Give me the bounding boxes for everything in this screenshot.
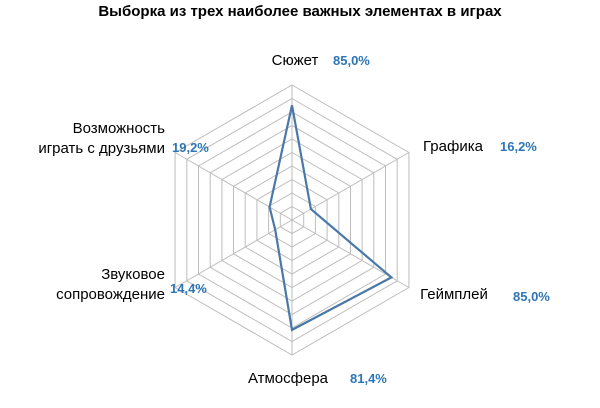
value-label: 85,0%	[513, 289, 550, 304]
category-label: Возможность играть с друзьями	[38, 120, 165, 157]
category-label: Звуковое сопровождение	[56, 266, 165, 303]
radar-grid	[174, 84, 410, 356]
category-label: Геймплей	[420, 286, 488, 303]
category-label: Графика	[423, 138, 484, 155]
category-label: Атмосфера	[248, 370, 329, 387]
value-label: 16,2%	[500, 139, 537, 154]
grid-spoke	[174, 219, 293, 288]
value-label: 19,2%	[172, 140, 209, 155]
value-label: 85,0%	[333, 53, 370, 68]
value-label: 14,4%	[170, 281, 207, 296]
chart-title: Выборка из трех наиболее важных элемента…	[98, 3, 502, 20]
category-label: Сюжет	[272, 52, 319, 69]
radar-series	[268, 105, 394, 332]
value-label: 81,4%	[350, 371, 387, 386]
grid-spoke	[174, 152, 293, 221]
radar-labels: Сюжет 85,0% Графика 16,2% Геймплей 85,0% Атмос…	[38, 52, 550, 387]
